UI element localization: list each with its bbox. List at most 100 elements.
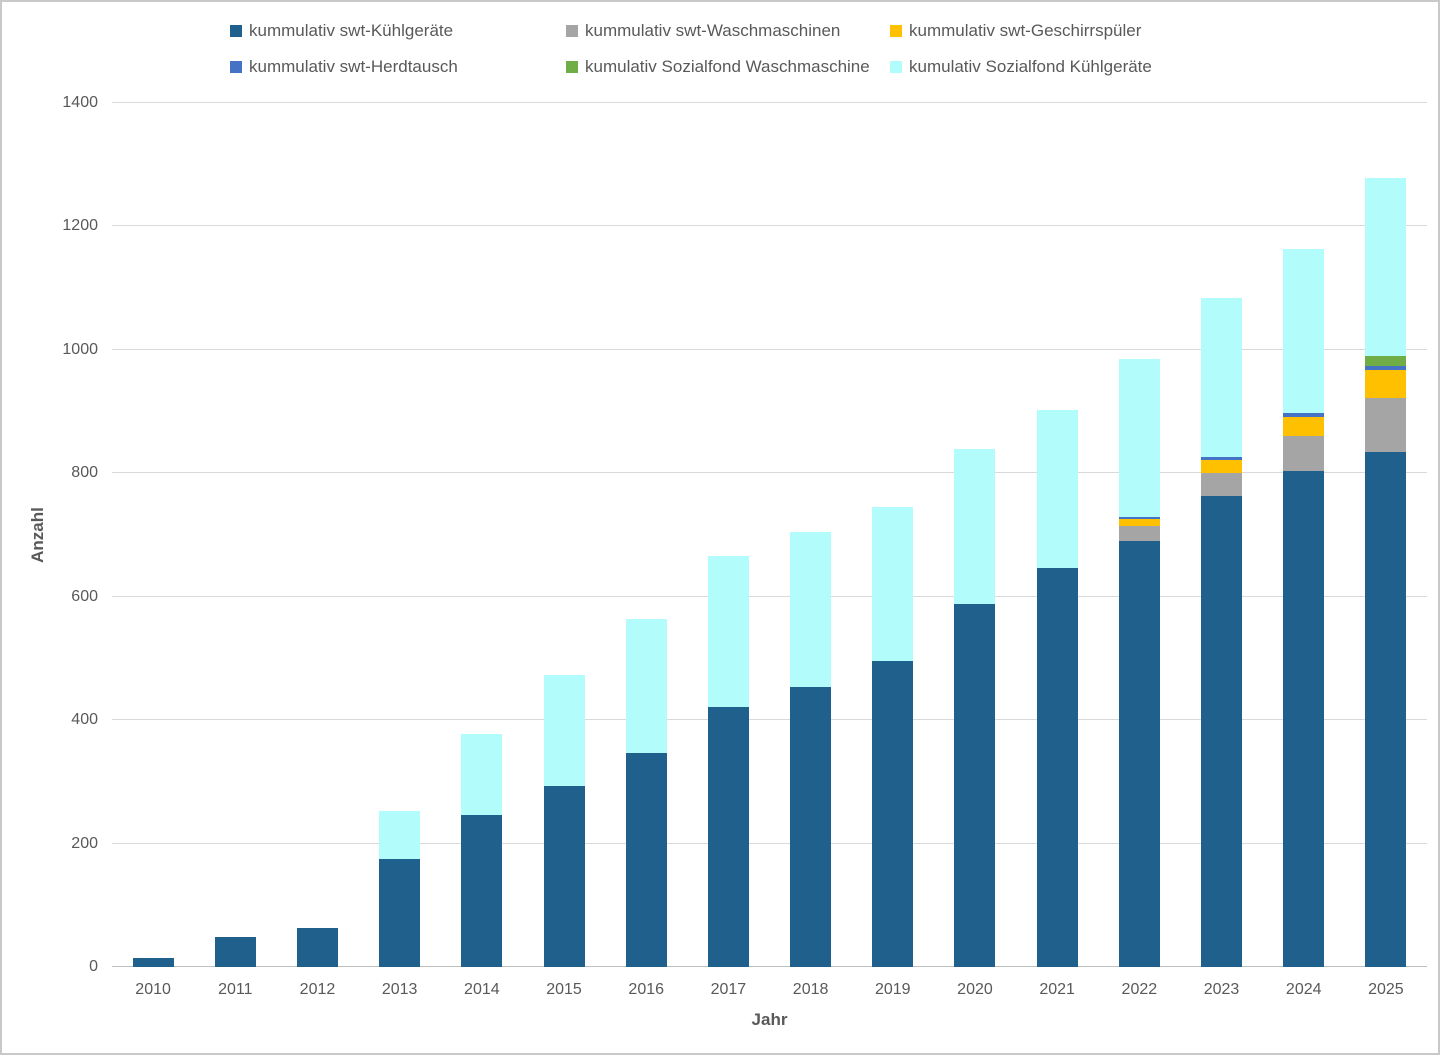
bar-segment [1283,248,1325,413]
gridline [112,348,1427,350]
gridline [112,966,1427,967]
bar-segment [1365,370,1407,398]
bar-segment [625,753,667,967]
x-tick-label: 2023 [1203,981,1240,998]
bar-stack-2019 [872,506,914,967]
y-tick-label: 200 [71,834,98,852]
bar-segment [954,448,996,605]
bar-segment [1201,298,1243,457]
x-tick-label: 2022 [1121,981,1158,998]
legend-item: kummulativ swt-Herdtausch [230,58,458,75]
bar-segment [1365,356,1407,366]
x-tick-label: 2010 [135,981,171,998]
bar-stack-2016 [625,618,667,967]
bar-segment [1201,456,1243,460]
bar-segment [379,859,421,967]
gridline [112,472,1427,474]
bar-stack-2014 [461,733,503,967]
y-tick-label: 400 [71,711,98,729]
bar-segment [461,814,503,967]
gridline [112,842,1427,844]
bar-segment [1118,518,1160,527]
bar-segment [1201,459,1243,474]
bar-segment [707,556,749,707]
bar-segment [1283,416,1325,436]
y-tick-label: 1000 [62,340,98,358]
gridline [112,102,1427,103]
legend-label: kummulativ swt-Geschirrspüler [909,21,1142,40]
legend-label: kumulativ Sozialfond Kühlgeräte [909,57,1152,76]
bar-segment [1283,435,1325,472]
bar-segment [296,927,338,967]
legend-swatch-icon [230,25,242,37]
bar-stack-2017 [707,556,749,967]
bar-segment [1365,452,1407,967]
gridline [112,595,1427,597]
x-tick-label: 2025 [1368,981,1404,998]
x-tick-label: 2011 [218,981,253,998]
bar-segment [1036,567,1078,967]
legend-label: kumulativ Sozialfond Waschmaschine [585,57,870,76]
plot-area [112,102,1427,967]
gridline [112,719,1427,721]
bar-stack-2013 [379,810,421,967]
bar-segment [132,957,174,967]
x-axis-title: Jahr [751,1010,788,1029]
y-tick-label: 600 [71,587,98,605]
legend-item: kumulativ Sozialfond Kühlgeräte [890,57,1152,76]
bar-stack-2015 [543,675,585,967]
bar-segment [790,531,832,687]
bar-stack-2011 [214,937,256,967]
bar-segment [790,686,832,967]
bar-segment [1201,495,1243,967]
bar-stack-2024 [1283,248,1325,967]
x-tick-label: 2016 [628,981,665,998]
legend-swatch-icon [566,25,578,37]
bar-stack-2025 [1365,178,1407,967]
bar-segment [954,604,996,967]
bar-segment [1118,526,1160,541]
x-tick-label: 2015 [546,981,582,998]
bar-segment [707,706,749,967]
bar-segment [1283,471,1325,967]
x-tick-label: 2012 [299,981,336,998]
legend-item: kummulativ swt-Geschirrspüler [890,21,1142,40]
bar-segment [1365,365,1407,371]
bar-segment [1365,398,1407,453]
y-tick-label: 0 [89,958,98,975]
bar-stack-2012 [296,927,338,967]
chart-legend: kummulativ swt-Kühlgeräte kummulativ swt-… [2,2,1438,92]
bar-segment [543,785,585,967]
x-tick-label: 2024 [1285,981,1322,998]
legend-row: kummulativ swt-Herdtausch kumulativ Sozia… [2,57,1438,76]
x-tick-label: 2014 [464,981,500,998]
bar-stack-2021 [1036,410,1078,967]
x-tick-label: 2013 [381,981,418,998]
x-tick-label: 2019 [874,981,911,998]
bar-segment [1365,178,1407,357]
bar-segment [214,937,256,967]
legend-item: kumulativ Sozialfond Waschmaschine [566,57,870,76]
bar-stack-2018 [790,531,832,967]
bar-segment [543,675,585,786]
bar-segment [1201,473,1243,496]
x-tick-label: 2020 [957,981,993,998]
y-tick-label: 1400 [62,94,98,111]
bar-segment [1118,540,1160,967]
bar-stack-2022 [1118,359,1160,967]
bar-stack-2010 [132,957,174,967]
bar-segment [461,733,503,815]
bar-segment [1036,410,1078,568]
x-tick-label: 2017 [710,981,747,998]
bar-segment [872,660,914,967]
legend-swatch-icon [890,25,902,37]
legend-label: kummulativ swt-Kühlgeräte [249,21,454,40]
bar-segment [1118,359,1160,517]
bar-segment [872,506,914,661]
legend-label: kummulativ swt-Waschmaschinen [585,21,841,40]
legend-row: kummulativ swt-Kühlgeräte kummulativ swt-… [2,21,1438,40]
legend-item: kummulativ swt-Waschmaschinen [566,21,841,40]
bar-segment [1283,412,1325,417]
legend-swatch-icon [230,61,242,73]
